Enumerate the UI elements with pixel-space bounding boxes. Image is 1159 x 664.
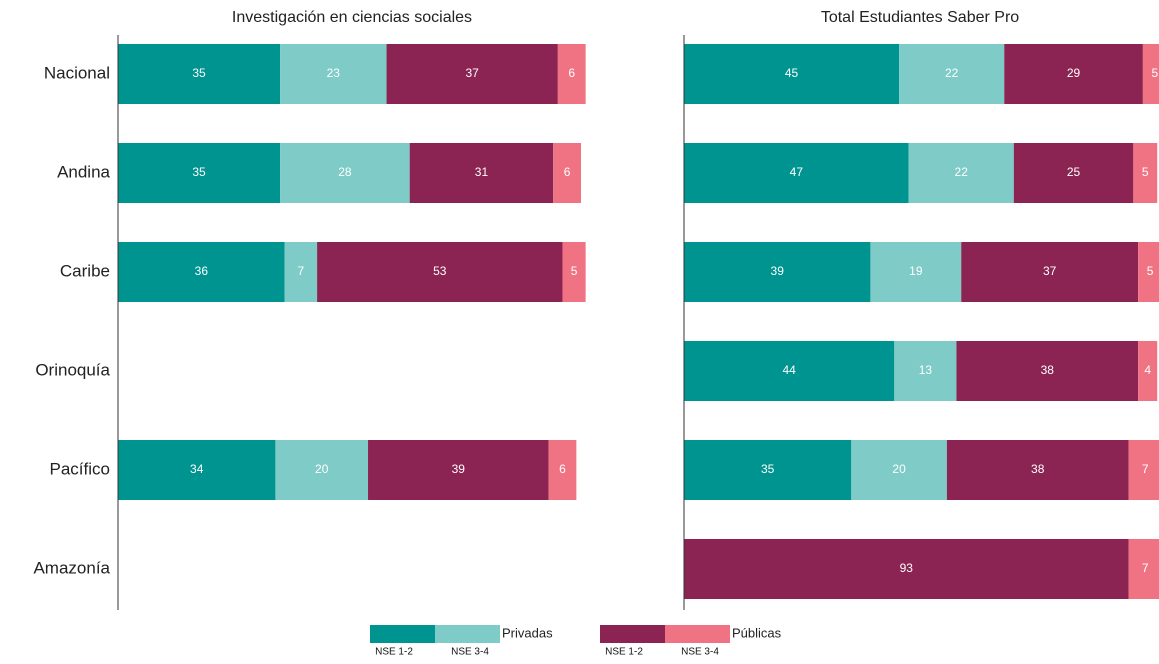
bar-segment — [1013, 143, 1134, 203]
legend-group: Públicas — [732, 625, 782, 640]
bar-segment — [908, 143, 1014, 203]
data-label: 7 — [1142, 462, 1149, 476]
data-label: 22 — [955, 165, 969, 179]
data-label: 44 — [782, 363, 796, 377]
bar-segment — [118, 44, 281, 104]
data-label: 6 — [564, 165, 571, 179]
bar-segment — [684, 440, 852, 500]
data-label: 19 — [909, 264, 923, 278]
plot-area: 35 23 37 635 28 31 636 7 53 534 20 39 645 22 29 547 22 25… — [118, 44, 1159, 599]
bar-segment — [1142, 44, 1159, 104]
bar-segment — [684, 143, 909, 203]
bar-segment — [284, 242, 318, 302]
bar-segment — [280, 44, 387, 104]
chart-title: Total Estudiantes Saber Pro — [821, 9, 1019, 26]
data-label: 5 — [1147, 264, 1154, 278]
data-label: 31 — [475, 165, 489, 179]
bar-segment — [894, 341, 957, 401]
legend-entry: NSE 3-4 — [451, 647, 489, 658]
bar-segment — [1004, 44, 1143, 104]
bar-segment — [548, 440, 577, 500]
data-label: 5 — [1142, 165, 1149, 179]
bar-segment — [1128, 539, 1159, 599]
y-tick-label: Caribe — [60, 261, 110, 280]
y-tick-label: Orinoquía — [35, 360, 110, 379]
data-label: 38 — [1031, 462, 1045, 476]
y-tick-label: Nacional — [44, 63, 110, 82]
data-label: 20 — [892, 462, 906, 476]
data-label: 47 — [790, 165, 804, 179]
bar-segment — [899, 44, 1005, 104]
data-label: 5 — [1151, 66, 1158, 80]
bar-segment — [118, 143, 281, 203]
bar-segment — [317, 242, 563, 302]
legend-entry: NSE 1-2 — [375, 647, 413, 658]
data-label: 39 — [452, 462, 466, 476]
bar-segment — [870, 242, 962, 302]
y-tick-label: Amazonía — [33, 558, 110, 577]
bar-segment — [386, 44, 558, 104]
bar-segment — [684, 341, 895, 401]
legend-swatch — [600, 625, 665, 643]
data-label: 7 — [1142, 561, 1149, 575]
data-label: 5 — [571, 264, 578, 278]
chart-title: Investigación en ciencias sociales — [232, 9, 472, 26]
bar-segment — [553, 143, 581, 203]
bar-segment — [946, 440, 1129, 500]
legend-entry: NSE 1-2 — [605, 647, 643, 658]
bar-segment — [562, 242, 586, 302]
data-label: 36 — [195, 264, 209, 278]
bar-segment — [409, 143, 554, 203]
data-label: 37 — [1043, 264, 1057, 278]
data-label: 45 — [785, 66, 799, 80]
data-label: 53 — [433, 264, 447, 278]
data-label: 34 — [190, 462, 204, 476]
data-label: 39 — [771, 264, 785, 278]
data-label: 35 — [192, 66, 206, 80]
bar-segment — [118, 242, 285, 302]
legend-swatch — [665, 625, 730, 643]
data-label: 38 — [1041, 363, 1055, 377]
data-label: 13 — [919, 363, 933, 377]
bar-segment — [118, 440, 276, 500]
legend-group: Privadas — [502, 625, 553, 640]
legend-swatch — [370, 625, 435, 643]
bar-segment — [557, 44, 586, 104]
data-label: 29 — [1067, 66, 1081, 80]
data-label: 25 — [1067, 165, 1081, 179]
data-label: 28 — [338, 165, 352, 179]
bar-segment — [1133, 143, 1158, 203]
bar-segment — [961, 242, 1139, 302]
data-label: 6 — [568, 66, 575, 80]
bar-segment — [275, 440, 369, 500]
bar-segment — [851, 440, 947, 500]
data-label: 35 — [761, 462, 775, 476]
data-label: 93 — [900, 561, 914, 575]
y-tick-label: Andina — [57, 162, 110, 181]
data-label: 7 — [298, 264, 305, 278]
bar-segment — [1138, 341, 1158, 401]
data-label: 22 — [945, 66, 959, 80]
bar-segment — [1138, 242, 1159, 302]
data-label: 23 — [327, 66, 341, 80]
bar-segment — [1128, 440, 1159, 500]
data-label: 4 — [1144, 363, 1151, 377]
data-label: 6 — [559, 462, 566, 476]
bar-segment — [956, 341, 1139, 401]
data-label: 37 — [466, 66, 480, 80]
legend-entry: NSE 3-4 — [681, 647, 719, 658]
data-label: 35 — [192, 165, 206, 179]
legend-swatch — [435, 625, 500, 643]
data-label: 20 — [315, 462, 329, 476]
y-tick-label: Pacífico — [50, 459, 110, 478]
bar-segment — [368, 440, 549, 500]
bar-segment — [684, 44, 900, 104]
bar-segment — [684, 242, 871, 302]
bar-segment — [684, 539, 1129, 599]
bar-segment — [280, 143, 410, 203]
